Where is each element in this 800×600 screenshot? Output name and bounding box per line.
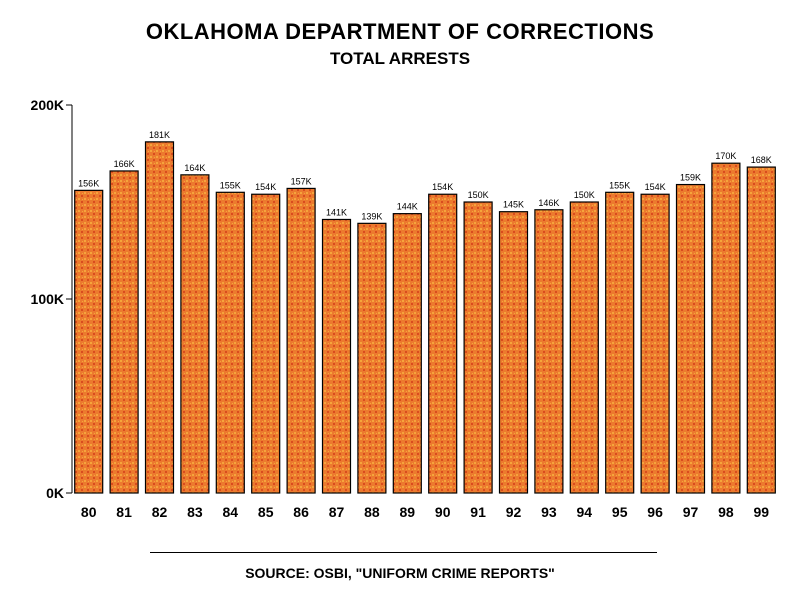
x-tick-label: 93 [541,504,557,520]
x-tick-label: 80 [81,504,97,520]
bar-value-label: 150K [574,190,595,200]
bar-value-label: 155K [220,180,241,190]
x-tick-label: 99 [754,504,770,520]
bar-88 [357,222,387,494]
x-tick-label: 83 [187,504,203,520]
bar-value-label: 154K [645,182,666,192]
y-tick-label: 100K [31,291,64,307]
bar-87 [321,218,352,494]
bar-value-label: 154K [432,182,453,192]
chart-subtitle: TOTAL ARRESTS [329,49,471,68]
y-tick-label: 0K [46,485,64,501]
bar-91 [463,201,493,494]
x-tick-label: 91 [470,504,486,520]
x-tick-label: 87 [329,504,345,520]
bar-90 [428,193,458,494]
bar-84 [215,191,245,494]
y-axis: 0K 100K 200K [31,97,73,501]
bar-98 [711,162,741,494]
bar-86 [286,187,316,494]
bar-96 [640,193,670,494]
bar-value-label: 156K [78,178,99,188]
bar-97 [675,183,706,494]
x-tick-label: 94 [577,504,593,520]
bar-value-label: 150K [468,190,489,200]
x-tick-label: 84 [223,504,239,520]
bar-93 [534,209,564,494]
x-tick-label: 95 [612,504,628,520]
bar-89 [392,213,422,494]
bar-value-label: 141K [326,207,347,217]
x-tick-label: 98 [718,504,734,520]
bar-95 [605,191,635,494]
bar-value-label: 164K [184,163,205,173]
bar-value-label: 166K [114,159,135,169]
bar-81 [109,170,139,494]
bars-group [74,141,776,494]
x-axis-labels-group: 80 81 82 83 84 85 86 87 88 89 90 91 92 93 94 95 96 97 98 99 [81,504,769,520]
bar-labels-group: 156K 166K 181K 164K 155K 154K 157K 141K 139K 144K… [78,130,772,221]
bar-value-label: 146K [538,198,559,208]
x-tick-label: 90 [435,504,451,520]
x-tick-label: 88 [364,504,380,520]
source-note: SOURCE: OSBI, "UNIFORM CRIME REPORTS" [245,565,555,581]
bar-value-label: 159K [680,173,701,183]
bar-92 [498,211,529,494]
bar-85 [251,193,281,494]
x-tick-label: 97 [683,504,699,520]
x-tick-label: 86 [293,504,309,520]
bar-value-label: 168K [751,155,772,165]
bar-value-label: 181K [149,130,170,140]
x-tick-label: 96 [647,504,663,520]
bar-value-label: 144K [397,202,418,212]
chart-title: OKLAHOMA DEPARTMENT OF CORRECTIONS [145,19,655,44]
x-tick-label: 82 [152,504,168,520]
bar-value-label: 157K [291,176,312,186]
y-tick-label: 200K [31,97,64,113]
x-tick-label: 81 [116,504,132,520]
bar-80 [74,189,104,494]
x-tick-label: 85 [258,504,274,520]
bar-value-label: 154K [255,182,276,192]
source-divider [150,552,657,553]
x-tick-label: 89 [400,504,416,520]
bar-94 [569,201,599,494]
bar-82 [144,141,175,494]
bar-value-label: 155K [609,180,630,190]
x-tick-label: 92 [506,504,522,520]
bar-83 [180,174,210,494]
bar-value-label: 139K [361,211,382,221]
bar-value-label: 170K [715,151,736,161]
bar-99 [746,166,776,494]
bar-value-label: 145K [503,200,524,210]
